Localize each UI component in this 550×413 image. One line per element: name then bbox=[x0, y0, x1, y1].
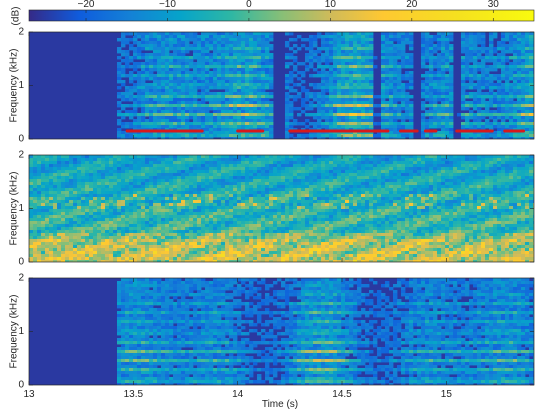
spectrogram-panel-bottom: 0 1 2 Frequency (kHz) 13 13.5 14 14.5 15 bbox=[9, 273, 535, 400]
x-tick-label: 14 bbox=[232, 389, 244, 400]
y-tick-label: 2 bbox=[18, 273, 24, 284]
spectrogram-image bbox=[29, 278, 534, 385]
colorbar-tick-label: −20 bbox=[78, 0, 95, 10]
x-tick-label: 13.5 bbox=[124, 389, 144, 400]
y-axis-label: Frequency (kHz) bbox=[9, 172, 20, 246]
x-tick-label: 14.5 bbox=[332, 389, 352, 400]
y-tick-label: 1 bbox=[18, 203, 24, 214]
colorbar-tick-label: 0 bbox=[246, 0, 252, 10]
colorbar-tick-label: 20 bbox=[406, 0, 418, 10]
colorbar-label: (dB) bbox=[11, 7, 22, 26]
y-tick-label: 0 bbox=[18, 257, 24, 268]
y-axis-label: Frequency (kHz) bbox=[9, 49, 20, 123]
colorbar: (dB) −20 −10 0 10 20 30 bbox=[11, 0, 535, 26]
y-tick-label: 2 bbox=[18, 27, 24, 38]
y-axis-label: Frequency (kHz) bbox=[9, 295, 20, 369]
colorbar-tick-label: −10 bbox=[159, 0, 176, 10]
colorbar-gradient bbox=[28, 9, 535, 22]
y-tick-label: 1 bbox=[18, 326, 24, 337]
y-tick-label: 0 bbox=[18, 380, 24, 391]
colorbar-tick-label: 30 bbox=[488, 0, 500, 10]
y-tick-label: 1 bbox=[18, 80, 24, 91]
x-tick-label: 15 bbox=[441, 389, 453, 400]
colorbar-tick-label: 10 bbox=[325, 0, 337, 10]
spectrogram-panels: 0 1 2 Frequency (kHz) 0 1 2 Frequency (kHz) 0 1 2 F… bbox=[9, 27, 535, 400]
spectrogram-image bbox=[29, 32, 534, 139]
y-tick-label: 0 bbox=[18, 134, 24, 145]
spectrogram-panel-top: 0 1 2 Frequency (kHz) bbox=[9, 27, 535, 145]
x-tick-label: 13 bbox=[23, 389, 35, 400]
colorbar-ticks: −20 −10 0 10 20 30 bbox=[78, 0, 500, 21]
spectrogram-image bbox=[29, 155, 534, 262]
y-tick-label: 2 bbox=[18, 150, 24, 161]
x-axis-label: Time (s) bbox=[262, 399, 298, 410]
spectrogram-panel-middle: 0 1 2 Frequency (kHz) bbox=[9, 150, 535, 268]
